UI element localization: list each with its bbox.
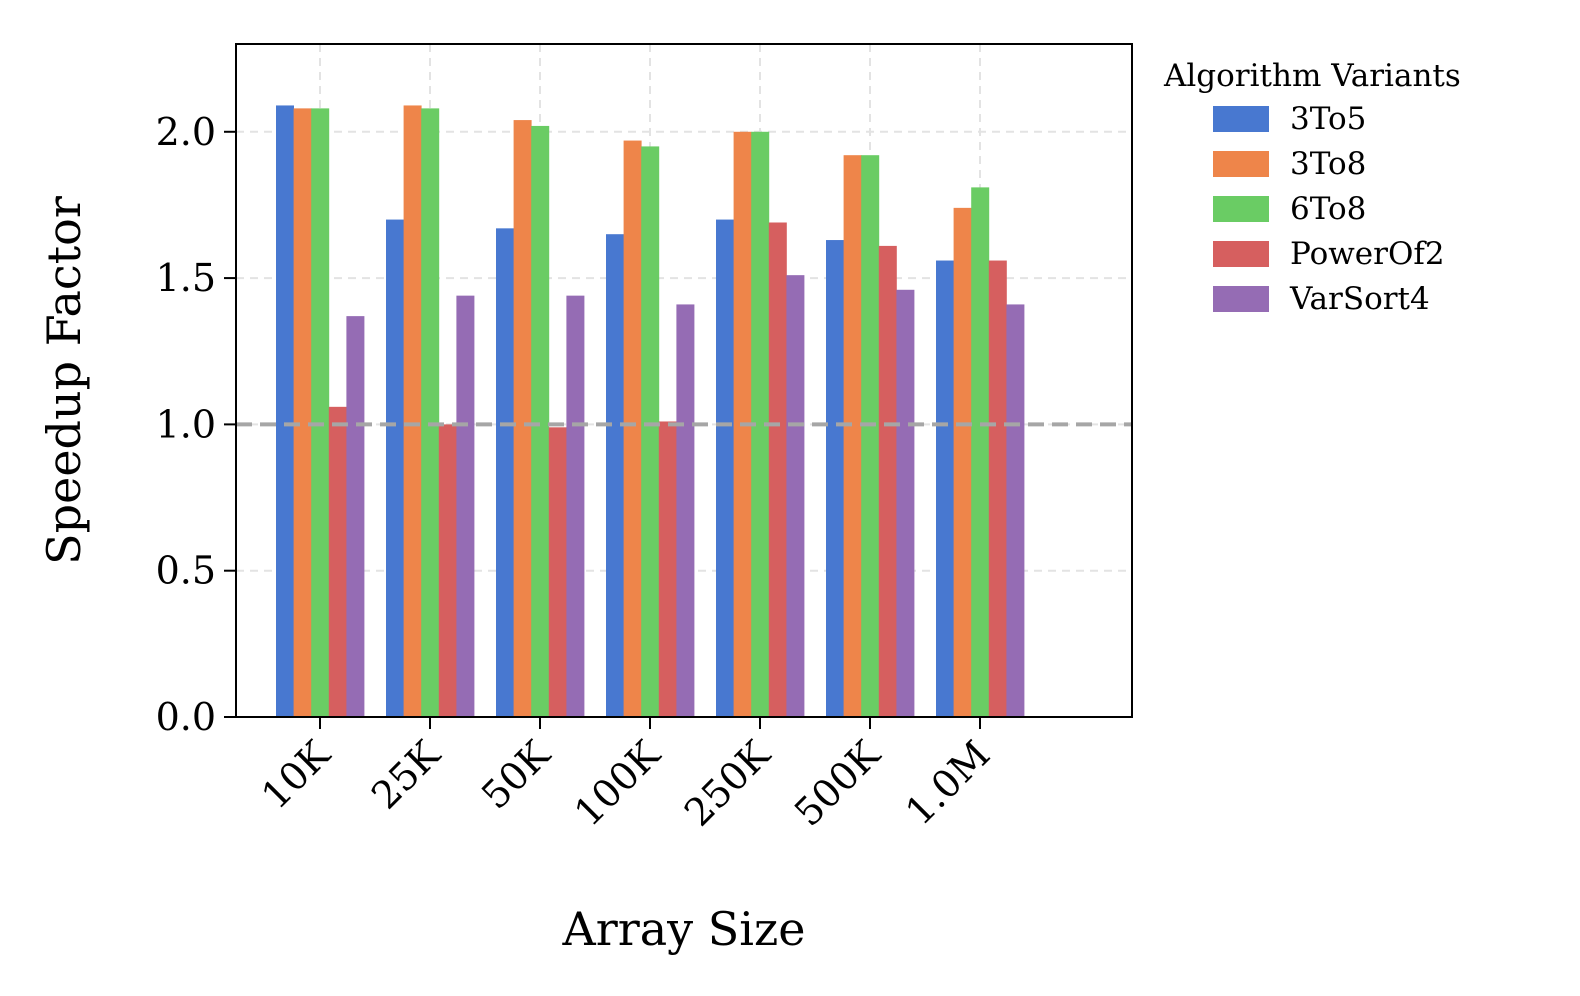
y-axis-title: Speedup Factor: [37, 196, 91, 565]
legend-swatch-6to8: [1213, 196, 1269, 222]
y-tick-label: 1.0: [156, 402, 216, 446]
x-tick-label: 500K: [786, 732, 889, 835]
bar-3to5-250k: [716, 219, 734, 717]
bar-3to5-10k: [276, 105, 294, 718]
bar-3to8-25k: [403, 105, 422, 718]
bar-3to8-10k: [293, 108, 312, 718]
bar-6to8-50k: [531, 125, 550, 718]
legend-swatch-3to5: [1213, 106, 1269, 132]
legend: Algorithm Variants 3To5 3To8 6To8 PowerOf2 V…: [1163, 58, 1461, 317]
plot-area-frame: [235, 43, 1133, 718]
bar-3to5-50k: [496, 228, 514, 717]
bar-powerof2-10k: [328, 406, 347, 717]
bar-powerof2-100k: [658, 421, 677, 717]
bar-varsort4-100k: [676, 304, 695, 717]
y-axis: 0.0 0.5 1.0 1.5 2.0: [156, 110, 236, 739]
bar-powerof2-1-0m: [988, 260, 1007, 717]
legend-label-powerof2: PowerOf2: [1290, 236, 1445, 272]
bar-6to8-100k: [641, 146, 660, 718]
x-tick-label: 100K: [566, 732, 669, 835]
legend-swatch-varsort4: [1213, 286, 1269, 312]
x-tick-label: 10K: [253, 732, 339, 818]
legend-label-3to5: 3To5: [1290, 101, 1366, 137]
bar-3to8-100k: [623, 140, 642, 718]
y-tick-label: 0.0: [156, 695, 216, 739]
bar-varsort4-500k: [896, 289, 915, 717]
y-tick-label: 1.5: [156, 256, 216, 300]
legend-title: Algorithm Variants: [1163, 58, 1461, 94]
bar-6to8-10k: [311, 108, 330, 718]
legend-label-varsort4: VarSort4: [1289, 281, 1430, 317]
x-tick-label: 1.0M: [897, 732, 998, 833]
bar-6to8-250k: [751, 131, 770, 718]
bar-3to5-100k: [606, 234, 624, 717]
x-tick-label: 25K: [363, 732, 449, 818]
bar-3to5-1-0m: [936, 260, 954, 717]
bar-3to8-500k: [843, 155, 862, 718]
bar-powerof2-50k: [548, 427, 567, 717]
bar-3to5-25k: [386, 219, 404, 717]
y-tick-label: 0.5: [156, 549, 216, 593]
bar-powerof2-500k: [878, 245, 897, 717]
bar-varsort4-50k: [566, 295, 585, 717]
x-axis-title: Array Size: [562, 902, 806, 956]
bar-varsort4-250k: [786, 275, 805, 717]
x-tick-label: 250K: [676, 732, 779, 835]
bar-3to8-1-0m: [953, 207, 972, 717]
bar-powerof2-25k: [438, 424, 457, 717]
legend-label-3to8: 3To8: [1290, 146, 1366, 182]
x-tick-label: 50K: [473, 732, 559, 818]
bar-powerof2-250k: [768, 222, 787, 717]
bar-6to8-25k: [421, 108, 440, 718]
bar-3to8-50k: [513, 120, 532, 718]
bar-6to8-1-0m: [971, 187, 990, 717]
x-axis: 10K 25K 50K 100K 250K 500K 1.0M: [253, 717, 998, 835]
bar-3to5-500k: [826, 240, 844, 717]
bars: [276, 105, 1025, 718]
bar-6to8-500k: [861, 155, 880, 718]
legend-swatch-3to8: [1213, 151, 1269, 177]
bar-varsort4-25k: [456, 295, 475, 717]
bar-varsort4-1-0m: [1006, 304, 1025, 717]
legend-label-6to8: 6To8: [1290, 191, 1366, 227]
y-tick-label: 2.0: [156, 110, 216, 154]
bar-varsort4-10k: [346, 316, 365, 717]
legend-swatch-powerof2: [1213, 241, 1269, 267]
